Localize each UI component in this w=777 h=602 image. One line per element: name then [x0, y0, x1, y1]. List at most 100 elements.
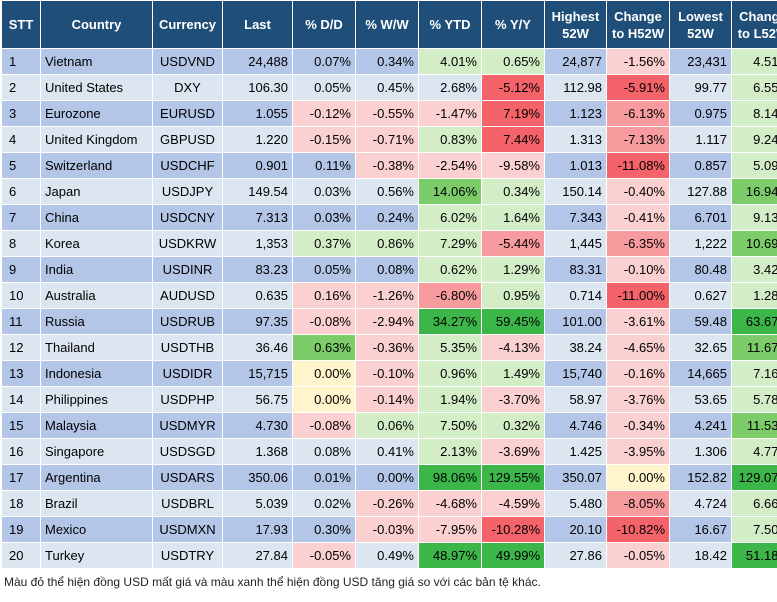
cell-currency: USDKRW	[152, 230, 223, 257]
cell-dd: 0.05%	[292, 74, 356, 101]
cell-stt: 6	[1, 178, 41, 205]
cell-stt: 19	[1, 516, 41, 543]
table-row: 1 Vietnam USDVND 24,488 0.07% 0.34% 4.01% 0.65%…	[1, 48, 777, 75]
cell-ytd: 6.02%	[418, 204, 482, 231]
header-yy: % Y/Y	[481, 0, 545, 49]
cell-highest-52w: 4.746	[544, 412, 607, 439]
cell-yy: 7.44%	[481, 126, 545, 153]
header-highest-52w: Highest 52W	[544, 0, 607, 49]
cell-highest-52w: 101.00	[544, 308, 607, 335]
cell-yy: -3.70%	[481, 386, 545, 413]
cell-yy: -5.44%	[481, 230, 545, 257]
cell-stt: 16	[1, 438, 41, 465]
cell-ytd: -6.80%	[418, 282, 482, 309]
cell-change-h52w: -4.65%	[606, 334, 670, 361]
cell-currency: AUDUSD	[152, 282, 223, 309]
cell-currency: USDCHF	[152, 152, 223, 179]
cell-stt: 9	[1, 256, 41, 283]
cell-yy: 7.19%	[481, 100, 545, 127]
cell-dd: 0.30%	[292, 516, 356, 543]
header-country: Country	[40, 0, 153, 49]
cell-currency: DXY	[152, 74, 223, 101]
cell-currency: USDINR	[152, 256, 223, 283]
cell-lowest-52w: 0.627	[669, 282, 732, 309]
cell-change-l52w: 4.51%	[731, 48, 777, 75]
cell-ytd: 0.96%	[418, 360, 482, 387]
cell-ww: 0.34%	[355, 48, 419, 75]
cell-stt: 8	[1, 230, 41, 257]
cell-country: Singapore	[40, 438, 153, 465]
cell-ww: 0.08%	[355, 256, 419, 283]
cell-lowest-52w: 0.975	[669, 100, 732, 127]
cell-ytd: 48.97%	[418, 542, 482, 569]
cell-change-l52w: 63.67%	[731, 308, 777, 335]
cell-change-h52w: -11.00%	[606, 282, 670, 309]
header-change-h52w: Change to H52W	[606, 0, 670, 49]
header-lowest-52w: Lowest 52W	[669, 0, 732, 49]
cell-lowest-52w: 53.65	[669, 386, 732, 413]
cell-currency: USDIDR	[152, 360, 223, 387]
cell-dd: 0.02%	[292, 490, 356, 517]
cell-last: 106.30	[222, 74, 293, 101]
header-dd: % D/D	[292, 0, 356, 49]
table-row: 13 Indonesia USDIDR 15,715 0.00% -0.10% 0.96% 1…	[1, 360, 777, 387]
cell-currency: GBPUSD	[152, 126, 223, 153]
cell-highest-52w: 1.425	[544, 438, 607, 465]
table-row: 20 Turkey USDTRY 27.84 -0.05% 0.49% 48.97% 49.9…	[1, 542, 777, 569]
cell-country: Brazil	[40, 490, 153, 517]
cell-stt: 3	[1, 100, 41, 127]
cell-change-l52w: 5.78%	[731, 386, 777, 413]
cell-change-h52w: -11.08%	[606, 152, 670, 179]
cell-currency: USDMYR	[152, 412, 223, 439]
cell-country: United Kingdom	[40, 126, 153, 153]
cell-dd: -0.08%	[292, 412, 356, 439]
cell-lowest-52w: 4.241	[669, 412, 732, 439]
cell-change-l52w: 9.13%	[731, 204, 777, 231]
table-row: 6 Japan USDJPY 149.54 0.03% 0.56% 14.06% 0.34% 1…	[1, 178, 777, 205]
cell-stt: 12	[1, 334, 41, 361]
table-row: 11 Russia USDRUB 97.35 -0.08% -2.94% 34.27% 59.…	[1, 308, 777, 335]
cell-last: 17.93	[222, 516, 293, 543]
cell-ytd: -2.54%	[418, 152, 482, 179]
cell-ww: 0.45%	[355, 74, 419, 101]
cell-highest-52w: 0.714	[544, 282, 607, 309]
cell-stt: 10	[1, 282, 41, 309]
cell-lowest-52w: 14,665	[669, 360, 732, 387]
cell-highest-52w: 38.24	[544, 334, 607, 361]
cell-ww: 0.49%	[355, 542, 419, 569]
cell-highest-52w: 27.86	[544, 542, 607, 569]
cell-dd: 0.03%	[292, 204, 356, 231]
cell-currency: USDRUB	[152, 308, 223, 335]
cell-yy: -4.13%	[481, 334, 545, 361]
cell-change-l52w: 4.77%	[731, 438, 777, 465]
table-row: 17 Argentina USDARS 350.06 0.01% 0.00% 98.06% 1…	[1, 464, 777, 491]
cell-dd: -0.05%	[292, 542, 356, 569]
cell-lowest-52w: 59.48	[669, 308, 732, 335]
cell-yy: 129.55%	[481, 464, 545, 491]
cell-highest-52w: 1.013	[544, 152, 607, 179]
cell-ww: 0.86%	[355, 230, 419, 257]
cell-lowest-52w: 80.48	[669, 256, 732, 283]
table-row: 5 Switzerland USDCHF 0.901 0.11% -0.38% -2.54%…	[1, 152, 777, 179]
cell-country: Mexico	[40, 516, 153, 543]
cell-change-h52w: -6.35%	[606, 230, 670, 257]
header-ww: % W/W	[355, 0, 419, 49]
cell-ww: 0.56%	[355, 178, 419, 205]
cell-last: 350.06	[222, 464, 293, 491]
cell-lowest-52w: 127.88	[669, 178, 732, 205]
table-row: 9 India USDINR 83.23 0.05% 0.08% 0.62% 1.29% 83.…	[1, 256, 777, 283]
cell-currency: USDBRL	[152, 490, 223, 517]
table-row: 15 Malaysia USDMYR 4.730 -0.08% 0.06% 7.50% 0.3…	[1, 412, 777, 439]
cell-country: Switzerland	[40, 152, 153, 179]
cell-lowest-52w: 18.42	[669, 542, 732, 569]
cell-highest-52w: 1.313	[544, 126, 607, 153]
cell-currency: USDVND	[152, 48, 223, 75]
cell-country: Russia	[40, 308, 153, 335]
cell-ww: -0.26%	[355, 490, 419, 517]
cell-stt: 11	[1, 308, 41, 335]
cell-dd: -0.08%	[292, 308, 356, 335]
cell-currency: USDTRY	[152, 542, 223, 569]
cell-yy: 0.95%	[481, 282, 545, 309]
cell-last: 97.35	[222, 308, 293, 335]
